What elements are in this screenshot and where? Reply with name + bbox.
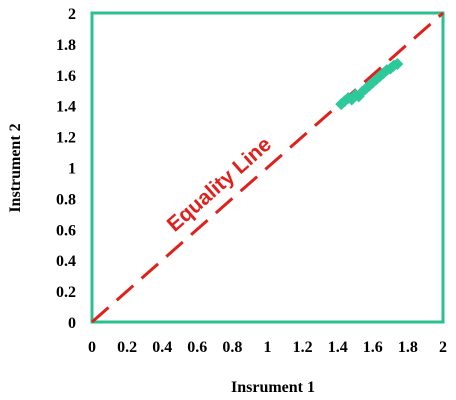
y-tick-label: 1.2: [56, 130, 76, 147]
x-tick-label: 2: [439, 339, 447, 356]
y-tick-label: 0.6: [56, 222, 76, 239]
y-tick-label: 2: [68, 6, 76, 23]
x-tick-labels: 0 0.2 0.4 0.6 0.8 1 1.2 1.4 1.6 1.8 2: [88, 339, 447, 356]
x-axis-label: Insrument 1: [231, 379, 315, 396]
y-tick-label: 1.8: [56, 37, 76, 54]
x-tick-label: 1.2: [293, 339, 313, 356]
y-tick-label: 0.8: [56, 191, 76, 208]
y-tick-label: 0: [68, 315, 76, 332]
equality-line-label: Equality Line: [163, 133, 276, 237]
x-tick-label: 1.6: [363, 339, 383, 356]
equality-line: [91, 11, 444, 324]
y-tick-label: 1.6: [56, 68, 76, 85]
data-point: [391, 57, 404, 70]
x-tick-label: 0.8: [222, 339, 242, 356]
x-tick-label: 0: [88, 339, 96, 356]
plot-frame: [90, 11, 445, 324]
y-tick-labels: 0 0.2 0.4 0.6 0.8 1 1.2 1.4 1.6 1.8 2: [56, 6, 76, 332]
y-tick-label: 0.2: [56, 284, 76, 301]
y-tick-label: 0.4: [56, 253, 76, 270]
x-tick-label: 0.4: [152, 339, 172, 356]
x-tick-label: 1.8: [398, 339, 418, 356]
x-tick-label: 1.4: [328, 339, 348, 356]
y-tick-label: 1: [68, 161, 76, 178]
x-tick-label: 0.6: [187, 339, 207, 356]
y-axis-label: Instrument 2: [7, 123, 24, 212]
plot-area: Equality Line: [90, 11, 445, 324]
x-tick-label: 0.2: [117, 339, 137, 356]
y-tick-label: 1.4: [56, 99, 76, 116]
x-tick-label: 1: [264, 339, 272, 356]
